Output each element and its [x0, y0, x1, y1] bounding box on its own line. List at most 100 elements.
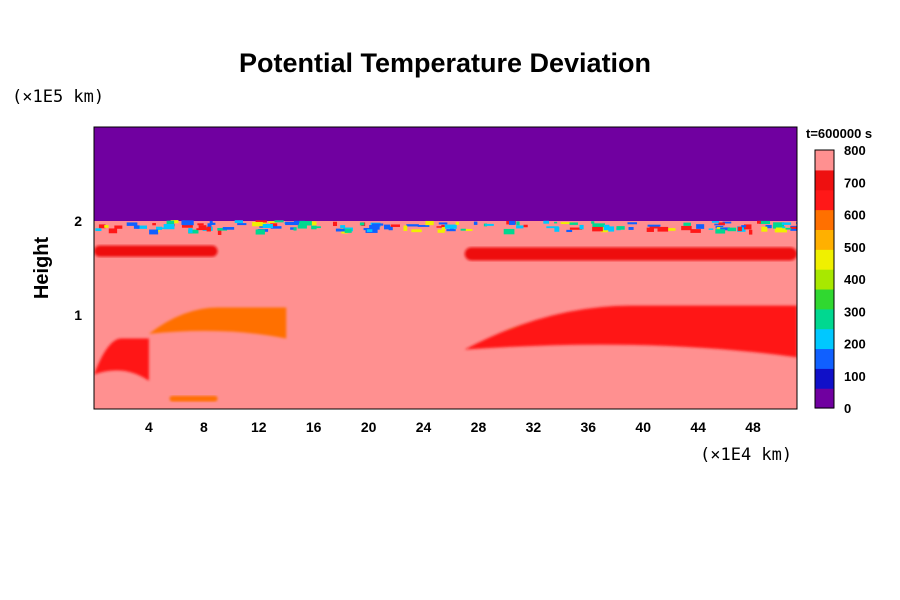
- region-edge-left: [94, 338, 149, 381]
- interface-noise-cell: [516, 225, 524, 229]
- interface-noise-cell: [681, 225, 692, 231]
- interface-noise-cell: [363, 227, 375, 231]
- interface-noise-cell: [683, 222, 691, 226]
- region-upper-layer: [94, 127, 797, 221]
- interface-noise-cell: [543, 220, 550, 224]
- colorbar-tick-label: 200: [844, 337, 866, 352]
- interface-noise-cell: [446, 229, 456, 232]
- chart-title: Potential Temperature Deviation: [239, 48, 651, 78]
- interface-noise: [95, 220, 797, 235]
- interface-noise-cell: [207, 223, 212, 228]
- interface-noise-cell: [98, 224, 106, 229]
- interface-noise-cell: [603, 224, 610, 231]
- interface-noise-cell: [369, 225, 380, 230]
- colorbar-segment: [815, 269, 834, 290]
- interface-noise-cell: [359, 222, 365, 226]
- colorbar-ticks: 0 100 200 300 400 500 600 700 800: [844, 143, 866, 416]
- x-tick-label: 48: [745, 419, 761, 435]
- interface-noise-cell: [781, 222, 792, 225]
- interface-noise-cell: [761, 226, 768, 232]
- region-plume-right: [464, 305, 797, 358]
- interface-noise-cell: [773, 222, 785, 228]
- interface-noise-cell: [170, 220, 179, 224]
- interface-noise-cell: [268, 221, 277, 224]
- interface-noise-cell: [790, 226, 797, 229]
- colorbar-segment: [815, 388, 834, 409]
- interface-noise-cell: [592, 223, 605, 228]
- plot-area: [94, 127, 797, 409]
- interface-noise-cell: [508, 220, 516, 225]
- colorbar-segment: [815, 348, 834, 369]
- interface-noise-cell: [628, 227, 634, 230]
- interface-noise-cell: [696, 224, 705, 229]
- interface-noise-cell: [737, 226, 742, 232]
- interface-noise-cell: [188, 229, 199, 234]
- x-tick-label: 24: [416, 419, 432, 435]
- colorbar-segment: [815, 288, 834, 310]
- interface-noise-cell: [722, 221, 732, 224]
- interface-noise-cell: [156, 226, 163, 230]
- interface-noise-cell: [718, 222, 725, 225]
- time-label: t=600000 s: [806, 126, 872, 141]
- interface-noise-cell: [126, 222, 138, 226]
- interface-noise-cell: [690, 229, 701, 233]
- interface-noise-cell: [104, 225, 109, 228]
- interface-noise-cell: [149, 229, 159, 235]
- colorbar-tick-label: 700: [844, 175, 866, 190]
- interface-noise-cell: [181, 220, 185, 225]
- interface-noise-cell: [332, 221, 338, 227]
- interface-noise-cell: [616, 226, 625, 230]
- interface-noise-cell: [114, 225, 123, 229]
- interface-noise-cell: [627, 222, 638, 225]
- x-tick-label: 20: [361, 419, 377, 435]
- interface-noise-cell: [384, 224, 391, 230]
- interface-noise-cell: [720, 227, 730, 231]
- y-unit-label: (×1E5 km): [12, 87, 104, 107]
- interface-noise-cell: [649, 225, 660, 229]
- colorbar-segment: [815, 249, 834, 270]
- interface-noise-cell: [554, 221, 558, 224]
- interface-noise-cell: [270, 223, 278, 227]
- interface-noise-cell: [311, 226, 321, 229]
- x-tick-label: 16: [306, 419, 322, 435]
- interface-noise-cell: [444, 224, 457, 229]
- interface-noise-cell: [366, 229, 373, 232]
- colorbar-segment: [815, 189, 834, 211]
- interface-noise-cell: [217, 229, 222, 235]
- interface-noise-cell: [455, 221, 460, 225]
- interface-noise-cell: [436, 226, 445, 228]
- interface-noise-cell: [411, 229, 422, 233]
- interface-noise-cell: [560, 222, 573, 225]
- colorbar-tick-label: 500: [844, 240, 866, 255]
- colorbar-frame: [814, 149, 835, 409]
- interface-noise-cell: [657, 226, 669, 232]
- interface-noise-cell: [252, 222, 263, 227]
- colorbar-segment: [815, 328, 834, 350]
- interface-noise-cell: [425, 220, 434, 226]
- colorbar-segment: [815, 209, 834, 230]
- x-tick-label: 40: [635, 419, 651, 435]
- interface-noise-cell: [95, 228, 102, 232]
- interface-noise-cell: [765, 224, 772, 229]
- interface-noise-cell: [237, 223, 247, 226]
- interface-noise-cell: [591, 221, 595, 224]
- colorbar-tick-label: 100: [844, 369, 866, 384]
- x-unit-label: (×1E4 km): [700, 445, 792, 465]
- interface-noise-cell: [592, 226, 603, 232]
- interface-noise-cell: [566, 229, 573, 233]
- interface-noise-cell: [152, 223, 156, 226]
- x-tick-label: 28: [471, 419, 487, 435]
- interface-noise-cell: [711, 221, 720, 223]
- colorbar-tick-label: 300: [844, 304, 866, 319]
- interface-noise-cell: [108, 228, 118, 234]
- interface-noise-cell: [255, 220, 267, 223]
- interface-noise-cell: [198, 225, 207, 230]
- interface-noise-cell: [210, 222, 216, 225]
- interface-noise-cell: [166, 220, 175, 226]
- colorbar-tick-label: 800: [844, 143, 866, 158]
- colorbar-segment: [815, 169, 834, 191]
- x-tick-label: 4: [145, 419, 153, 435]
- colorbar-segment: [815, 229, 834, 250]
- region-plume-left: [148, 307, 287, 339]
